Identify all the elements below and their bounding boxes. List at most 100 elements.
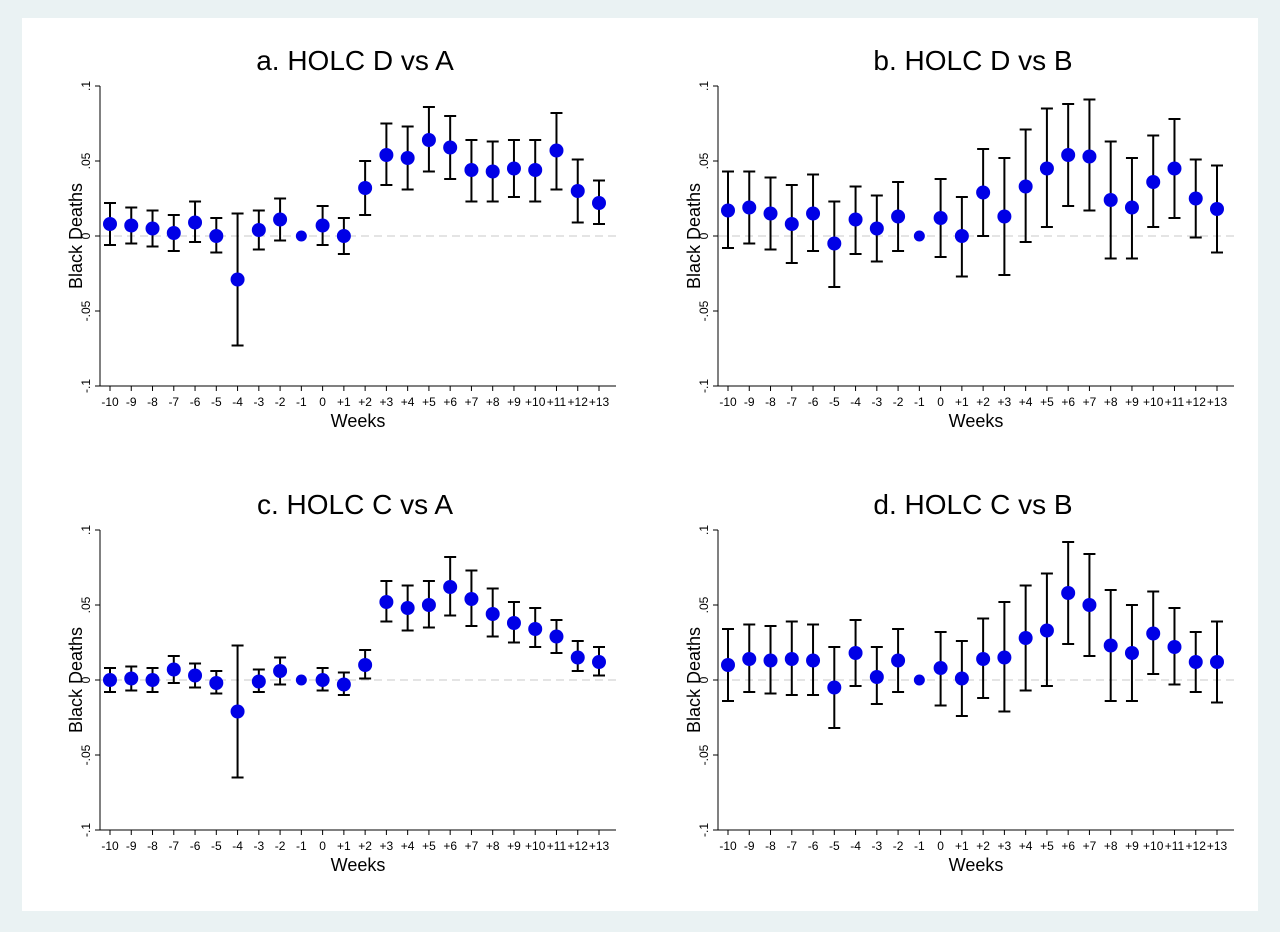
data-point [358,181,373,195]
data-point [869,221,884,236]
x-tick-label: +5 [1040,395,1054,409]
data-point [742,200,757,215]
data-point [1167,640,1182,654]
x-tick-label: +3 [380,395,394,409]
data-point [848,646,863,660]
data-point [933,661,948,675]
x-tick-label: +8 [1104,395,1118,409]
x-tick-label: -5 [211,395,222,409]
data-point [251,223,266,237]
data-point [763,206,778,221]
x-tick-label: +13 [1207,839,1228,853]
x-axis-title: Weeks [949,411,1004,431]
x-tick-label: 0 [319,839,326,853]
y-tick-label: .05 [79,596,93,613]
x-tick-label: -4 [232,395,243,409]
data-point [145,221,160,236]
x-tick-label: -8 [765,395,776,409]
data-point [1146,175,1161,189]
data-point [869,670,884,684]
x-tick-label: -5 [211,839,222,853]
data-point [1039,623,1054,638]
x-tick-label: -6 [190,395,201,409]
data-point [336,229,351,243]
x-tick-label: +9 [507,839,521,853]
y-tick-label: .1 [697,81,711,91]
data-point [230,272,245,287]
data-point [464,592,479,606]
data-point [124,671,139,686]
x-tick-label: +10 [1143,839,1164,853]
data-point [784,217,799,231]
x-tick-label: -10 [101,395,119,409]
data-point [742,652,757,666]
data-point [230,704,245,719]
x-tick-label: -1 [296,839,307,853]
x-tick-label: -7 [786,395,797,409]
data-point [209,676,224,690]
data-point [506,161,521,176]
panel-4: d. HOLC C vs B -.1 -.05 0 .05 .1 Black Deaths -… [684,489,1234,875]
data-point [954,229,969,243]
x-tick-label: +6 [443,839,457,853]
x-tick-label: -9 [126,839,137,853]
y-axis-title: Black Deaths [684,627,704,733]
x-tick-label: +6 [1061,395,1075,409]
x-tick-label: -3 [871,395,882,409]
y-tick-label: -.05 [697,300,711,321]
x-tick-label: +5 [422,839,436,853]
data-point [295,674,307,686]
x-tick-label: -1 [914,839,925,853]
x-tick-label: +3 [998,395,1012,409]
data-point [421,133,436,147]
x-tick-label: +1 [337,839,351,853]
data-point [848,212,863,227]
y-tick-label: .05 [697,596,711,613]
y-tick-label: .05 [697,152,711,169]
data-point [251,674,266,689]
data-point [1103,193,1118,207]
x-tick-label: -9 [744,395,755,409]
panel-2: b. HOLC D vs B -.1 -.05 0 .05 .1 Black Deaths -… [684,45,1234,431]
x-tick-label: 0 [937,839,944,853]
x-tick-label: +10 [525,395,546,409]
x-tick-label: +7 [1083,839,1097,853]
x-tick-label: +5 [1040,839,1054,853]
data-point [976,652,991,666]
chart-title: a. HOLC D vs A [256,45,454,76]
x-tick-label: +8 [486,839,500,853]
data-point [315,218,330,233]
data-point [315,673,330,687]
data-point [166,662,181,677]
data-point [188,668,203,683]
data-point [1188,655,1203,669]
y-tick-label: 0 [79,232,93,239]
data-point [103,673,117,687]
x-tick-label: -4 [850,395,861,409]
data-point [933,211,948,225]
x-tick-label: +12 [1186,839,1207,853]
data-point [806,653,821,668]
x-tick-label: +6 [1061,839,1075,853]
data-point [485,607,500,621]
y-axis-title: Black Deaths [684,183,704,289]
data-point [1210,202,1224,216]
data-point [188,215,203,230]
data-point [379,595,394,609]
y-tick-label: .1 [697,525,711,535]
x-tick-label: +4 [1019,395,1033,409]
x-tick-label: -8 [765,839,776,853]
data-point [1210,655,1224,669]
y-tick-label: -.1 [697,823,711,837]
x-tick-label: +4 [1019,839,1033,853]
x-tick-label: +11 [1165,839,1185,853]
data-point [1188,191,1203,206]
x-tick-label: +5 [422,395,436,409]
x-tick-label: -8 [147,839,158,853]
data-point [400,601,415,615]
data-point [124,218,139,233]
y-tick-label: 0 [697,232,711,239]
x-tick-label: -2 [893,839,904,853]
x-tick-label: -5 [829,395,840,409]
x-tick-label: -4 [850,839,861,853]
